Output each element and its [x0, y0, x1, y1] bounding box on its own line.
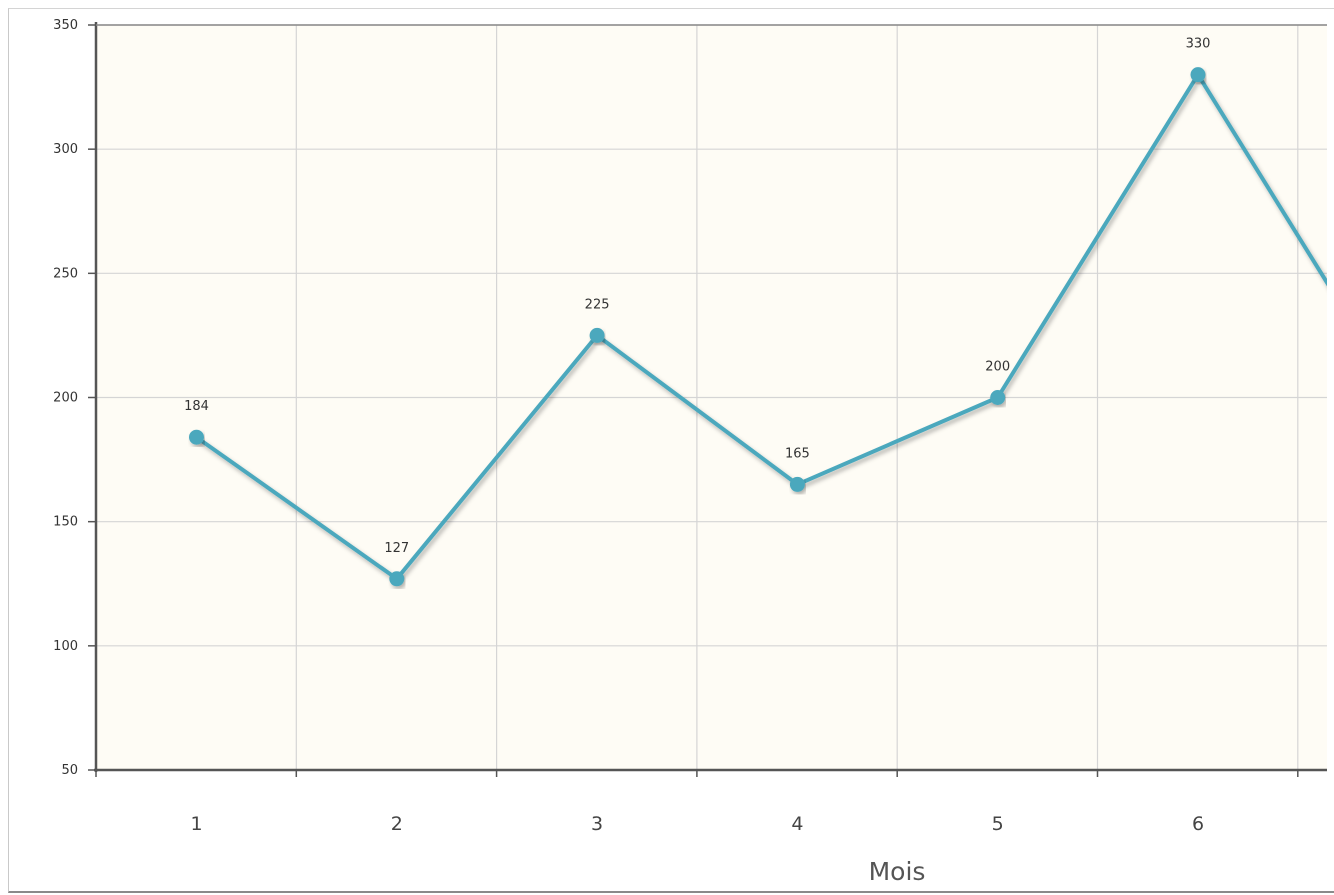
series-line	[189, 67, 1327, 587]
y-axis-ticks: 350 300 250 200 150 100 50	[53, 18, 96, 778]
y-tick-label: 150	[53, 515, 78, 530]
data-point[interactable]	[990, 390, 1006, 405]
x-tick-label: 6	[1192, 813, 1204, 835]
x-tick-label: 5	[992, 813, 1004, 835]
data-label: 200	[985, 360, 1010, 375]
x-tick-label: 3	[591, 813, 603, 835]
y-tick-label: 50	[61, 763, 78, 778]
x-tick-label: 1	[190, 813, 202, 835]
data-point[interactable]	[189, 429, 204, 445]
data-labels: 184 127 225 165 200 330	[184, 37, 1210, 556]
data-label: 165	[785, 446, 810, 461]
chart-border	[8, 8, 1334, 893]
x-tick-label: 4	[791, 813, 803, 835]
data-label: 127	[384, 541, 409, 556]
y-tick-label: 250	[53, 266, 78, 281]
data-label: 184	[184, 399, 209, 414]
x-tick-label: 2	[391, 813, 403, 835]
x-axis-title: Mois	[869, 857, 926, 886]
data-point[interactable]	[789, 476, 805, 492]
data-label: 330	[1186, 37, 1211, 52]
y-tick-label: 100	[53, 639, 78, 654]
x-axis-ticks: 1 2 3 4 5 6	[95, 770, 1299, 835]
data-point[interactable]	[589, 327, 605, 343]
data-point[interactable]	[389, 571, 405, 587]
y-tick-label: 300	[53, 142, 78, 157]
data-label: 225	[585, 297, 610, 312]
y-tick-label: 350	[53, 18, 78, 33]
y-tick-label: 200	[53, 391, 78, 406]
data-point[interactable]	[1190, 67, 1206, 83]
